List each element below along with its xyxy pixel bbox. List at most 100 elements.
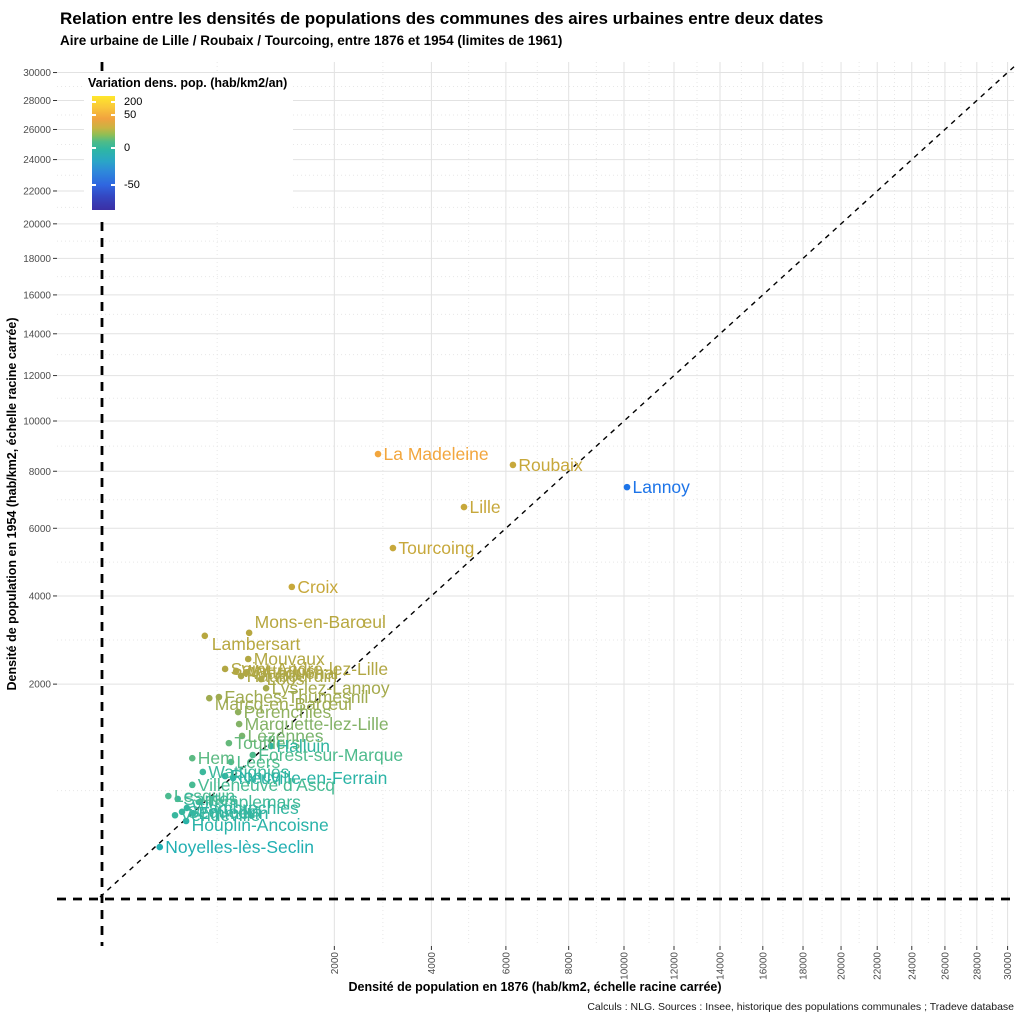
x-tick-label: 4000: [427, 952, 438, 975]
y-tick-label: 14000: [23, 329, 51, 340]
major-gridlines: [57, 62, 1014, 946]
legend-title: Variation dens. pop. (hab/km2/an): [88, 76, 288, 90]
data-point-labels: La Madeleine Roubaix Lannoy Lille Tourcoing C…: [165, 444, 690, 857]
data-point: [221, 665, 229, 673]
data-point: [229, 774, 237, 782]
y-tick-label: 26000: [23, 125, 51, 136]
data-point: [183, 804, 191, 812]
data-point: [178, 808, 186, 816]
legend-colorbar-tick: [111, 147, 115, 150]
data-point: [227, 758, 235, 766]
data-point: [238, 732, 246, 740]
x-tick-label: 20000: [837, 952, 848, 980]
x-tick-label: 16000: [758, 952, 769, 980]
data-point-label: Hem: [198, 748, 235, 768]
legend-colorbar-tick: [92, 183, 96, 186]
data-point: [262, 684, 270, 692]
data-point: [235, 720, 243, 728]
data-point-label: Wambrechies: [192, 798, 299, 818]
data-point: [242, 669, 250, 677]
data-point-label: Wasquehal: [251, 663, 338, 683]
x-tick-label: 26000: [940, 952, 951, 980]
data-point: [249, 751, 257, 759]
data-point-label: Lille: [469, 497, 500, 517]
data-point-label: Faches-Thumesnil: [224, 687, 368, 707]
data-point-label: Toufflers: [234, 733, 300, 753]
data-point: [267, 742, 275, 750]
data-point-label: Forest-sur-Marque: [258, 745, 403, 765]
y-tick-label: 18000: [23, 254, 51, 265]
data-point-label: Lannoy: [633, 477, 691, 497]
data-point: [196, 798, 204, 806]
data-point: [460, 503, 468, 511]
data-point-label: Sequedin: [188, 802, 262, 822]
data-point-label: Vendeville: [181, 805, 261, 825]
y-tick-label: 28000: [23, 96, 51, 107]
legend: Variation dens. pop. (hab/km2/an) 200 50 0…: [84, 74, 294, 222]
data-point-label: Lambersart: [212, 634, 301, 654]
data-point-label: Wattignies: [208, 762, 289, 782]
data-point: [225, 739, 233, 747]
axis-tick-labels: 2000400060008000100001200014000160001800…: [23, 68, 1014, 980]
data-point: [182, 817, 190, 825]
data-point: [257, 675, 265, 683]
data-point-label: Marquette-lez-Lille: [245, 714, 389, 734]
x-tick-label: 14000: [716, 952, 727, 980]
data-point-label: Halluin: [277, 736, 331, 756]
x-tick-label: 22000: [873, 952, 884, 980]
legend-colorbar-tick: [111, 114, 115, 117]
chart-subtitle: Aire urbaine de Lille / Roubaix / Tourco…: [60, 33, 563, 48]
data-point-label: Mouvaux: [254, 649, 325, 669]
data-point: [174, 795, 182, 803]
chart-title: Relation entre les densités de populatio…: [60, 9, 824, 28]
data-point-label: Neuville-en-Ferrain: [239, 768, 388, 788]
y-tick-label: 6000: [29, 524, 52, 535]
x-tick-label: 6000: [501, 952, 512, 975]
data-points: [156, 450, 631, 851]
data-point: [244, 655, 252, 663]
data-point-label: Templemars: [206, 792, 302, 812]
x-tick-label: 10000: [620, 952, 631, 980]
data-point: [199, 768, 207, 776]
y-tick-label: 8000: [29, 467, 52, 478]
data-point-label: Emmerin: [199, 803, 269, 823]
x-tick-label: 2000: [330, 952, 341, 975]
data-point-label: Noyelles-lès-Seclin: [165, 837, 314, 857]
data-point-label: Wattrelos: [242, 661, 316, 681]
data-point: [188, 754, 196, 762]
data-point-label: Marcq-en-Barœul: [215, 694, 352, 714]
data-point-label: Lys-lez-Lannoy: [272, 678, 390, 698]
data-point: [215, 693, 223, 701]
x-tick-label: 30000: [1003, 952, 1014, 980]
data-point: [374, 450, 382, 458]
data-point-label: Roubaix: [518, 455, 582, 475]
legend-body: 200 50 0 -50: [88, 96, 287, 214]
data-point: [201, 632, 209, 640]
data-point-label: Croix: [297, 577, 338, 597]
data-point: [205, 694, 213, 702]
legend-colorbar: [92, 96, 115, 210]
data-point-label: Haubourdin: [247, 666, 337, 686]
legend-colorbar-tick: [92, 114, 96, 117]
data-point-label: Lézennes: [248, 726, 324, 746]
data-point-label: La Madeleine: [384, 444, 489, 464]
y-tick-label: 20000: [23, 219, 51, 230]
axis-tick-marks: [53, 72, 1009, 950]
legend-colorbar-tick: [111, 100, 115, 103]
data-point: [188, 781, 196, 789]
data-point: [509, 461, 517, 469]
data-point: [165, 792, 172, 800]
x-axis-title: Densité de population en 1876 (hab/km2, …: [348, 980, 721, 994]
data-point: [189, 809, 197, 817]
data-point-label: Lesquin: [174, 786, 235, 806]
y-tick-label: 12000: [23, 371, 51, 382]
legend-tick-label: 200: [124, 95, 143, 108]
data-point: [156, 843, 164, 851]
y-tick-label: 4000: [29, 591, 52, 602]
data-point: [221, 772, 229, 780]
y-tick-label: 10000: [23, 417, 51, 428]
minor-gridlines: [57, 62, 1014, 946]
legend-tick-label: 0: [124, 142, 131, 155]
